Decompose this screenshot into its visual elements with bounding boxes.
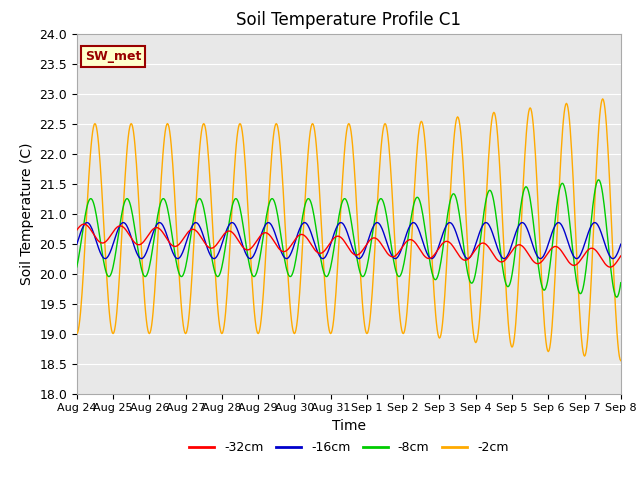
Text: SW_met: SW_met [85,50,141,63]
Title: Soil Temperature Profile C1: Soil Temperature Profile C1 [236,11,461,29]
X-axis label: Time: Time [332,419,366,433]
Y-axis label: Soil Temperature (C): Soil Temperature (C) [20,143,34,285]
Legend: -32cm, -16cm, -8cm, -2cm: -32cm, -16cm, -8cm, -2cm [184,436,513,459]
